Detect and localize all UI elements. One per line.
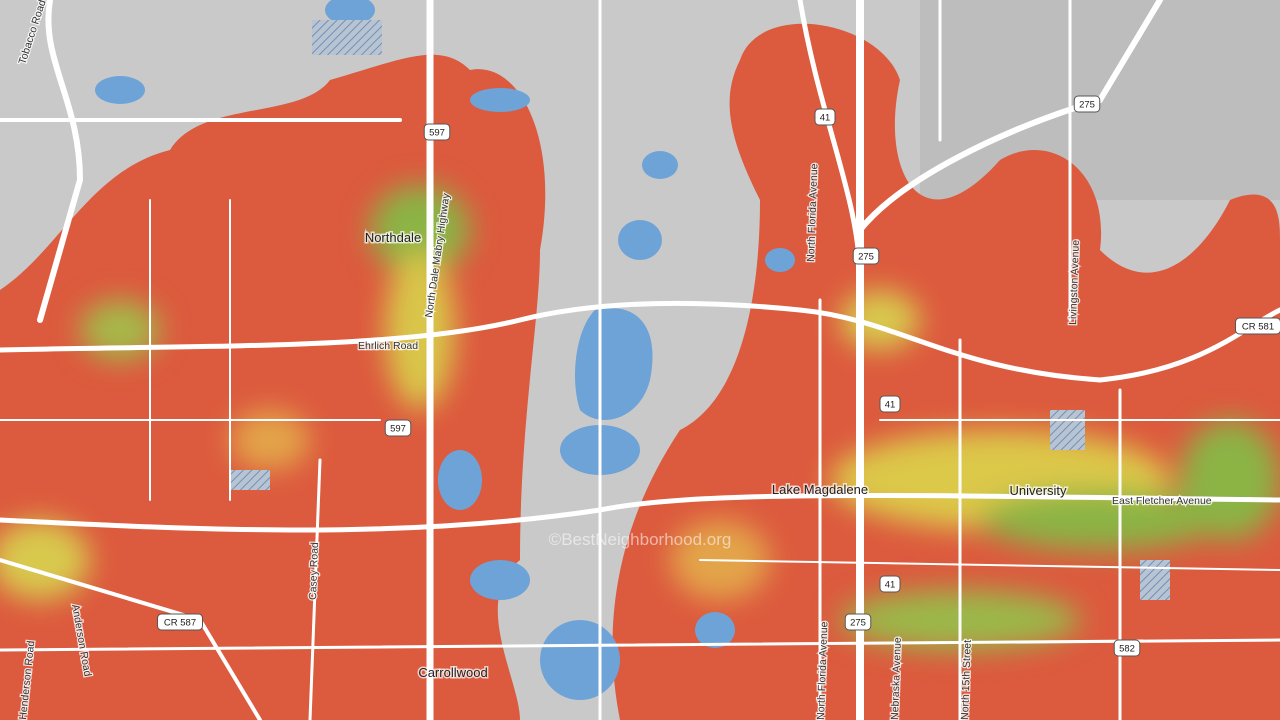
- shield-label: 41: [885, 580, 896, 591]
- road-label: Ehrlich Road: [358, 340, 418, 352]
- road-label: North 15th Street: [959, 640, 974, 720]
- shield-box: [852, 247, 880, 265]
- shield-label: 597: [429, 128, 445, 139]
- shields: 597 597 41 41 41 275 275 275 CR 581 CR 587 582: [157, 95, 1280, 657]
- road-label: North Florida Avenue: [805, 163, 820, 262]
- shield-box: [1073, 95, 1101, 113]
- heat-layer: [0, 23, 1280, 720]
- shield-box: [157, 613, 203, 631]
- road-label: North Florida Avenue: [815, 621, 830, 720]
- shield-box: [423, 123, 451, 141]
- road-label: Nebraska Avenue: [889, 637, 904, 720]
- shield-box: [384, 419, 412, 437]
- road-label: Livingston Avenue: [1067, 240, 1082, 326]
- shield-box: [1113, 639, 1141, 657]
- parks: [230, 20, 1170, 600]
- shield-label: 597: [390, 424, 406, 435]
- shield-label: 275: [858, 252, 874, 263]
- shield-label: 41: [885, 400, 896, 411]
- shield-label: 275: [1079, 100, 1095, 111]
- place-label: Northdale: [365, 230, 421, 245]
- shield-box: [879, 575, 901, 593]
- place-label: Carrollwood: [418, 665, 487, 680]
- shield-box: [814, 108, 836, 126]
- shield-label: 41: [820, 113, 831, 124]
- shield-label: CR 581: [1242, 322, 1274, 333]
- shield-box: [1235, 317, 1280, 335]
- watermark: ©BestNeighborhood.org: [549, 530, 732, 549]
- shield-label: 582: [1119, 644, 1135, 655]
- shield-box: [879, 395, 901, 413]
- place-label: University: [1009, 483, 1067, 498]
- road-label: East Fletcher Avenue: [1112, 495, 1212, 507]
- shield-box: [844, 613, 872, 631]
- shield-label: 275: [850, 618, 866, 629]
- shield-label: CR 587: [164, 618, 196, 629]
- road-label: Casey Road: [307, 542, 321, 600]
- place-label: Lake Magdalene: [772, 482, 868, 497]
